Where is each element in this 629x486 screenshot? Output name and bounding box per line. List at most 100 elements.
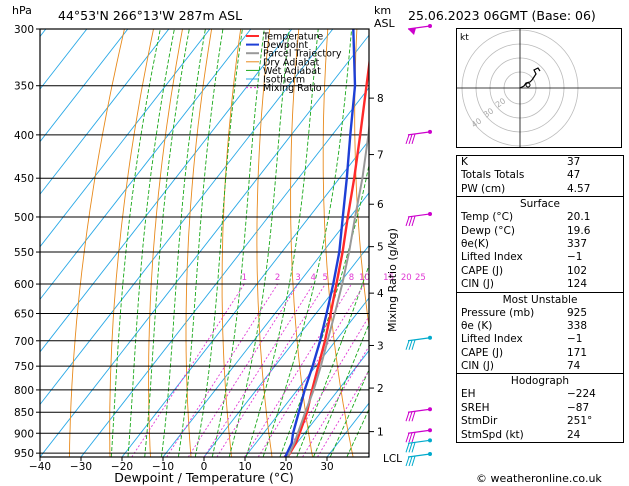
isotherm-line <box>40 29 293 353</box>
surface-li: Lifted Index −1 <box>461 251 583 264</box>
mixing-ratio-axis-label: Mixing Ratio (g/kg) <box>386 228 399 332</box>
wind-barb <box>405 428 432 443</box>
hodograph-trace <box>519 67 541 89</box>
series-temperature <box>286 56 369 457</box>
wet-adiabat-line <box>346 408 369 457</box>
dry-adiabat-line <box>322 29 354 457</box>
temperature-tick-label: 0 <box>201 461 208 473</box>
pressure-tick-label: 350 <box>14 81 34 93</box>
mu-cape: CAPE (J) 171 <box>461 346 588 359</box>
pressure-tick-label: 750 <box>14 361 34 373</box>
isotherm-line <box>80 87 369 457</box>
isotherm-line <box>40 29 129 143</box>
hodograph: kt 20 30 40 <box>456 28 622 148</box>
pressure-tick-label: 700 <box>14 336 34 348</box>
hpa-label: hPa <box>12 4 32 17</box>
km-tick-label: 4 <box>377 288 384 300</box>
pressure-tick-label: 300 <box>14 24 34 36</box>
isotherm-line <box>40 29 211 248</box>
temperature-tick-label: 10 <box>238 461 251 473</box>
wind-barb <box>405 211 432 227</box>
hodo-stmspd: StmSpd (kt) 24 <box>461 428 581 441</box>
temperature-tick-label: 20 <box>279 461 292 473</box>
isotherm-line <box>40 29 252 301</box>
km-label: km <box>374 4 391 17</box>
pressure-tick-label: 500 <box>14 212 34 224</box>
asl-label: ASL <box>374 17 396 30</box>
mixing-ratio-label: 10 <box>359 273 370 283</box>
km-tick-label: 8 <box>377 93 384 105</box>
wind-barb <box>405 407 432 422</box>
km-tick-label: 6 <box>377 199 384 211</box>
mixing-ratio-label: 25 <box>415 273 426 283</box>
mixing-ratio-label: 8 <box>349 273 354 283</box>
surface-cin: CIN (J) 124 <box>461 278 588 291</box>
pressure-tick-label: 800 <box>14 385 34 397</box>
isotherm-line <box>285 349 369 457</box>
hodo-sreh: SREH −87 <box>461 401 590 414</box>
skew-t-diagram: hPa 44°53'N 266°13'W 287m ASL km ASL 1 2 3… <box>12 4 456 485</box>
dry-adiabat-line <box>221 29 242 457</box>
mixing-ratio-label: 20 <box>401 273 412 283</box>
isotherm-line <box>162 192 369 457</box>
temperature-tick-label: −20 <box>111 461 133 473</box>
lcl-label: LCL <box>383 453 402 465</box>
index-pw: PW (cm) 4.57 <box>461 182 591 195</box>
temperature-tick-label: −10 <box>152 461 174 473</box>
mu-li: Lifted Index −1 <box>461 333 583 346</box>
mixing-ratio-labels: 1 2 3 4 5 8 10 15 20 25 <box>242 273 426 283</box>
km-axis: 8 7 6 5 4 3 2 1 LCL <box>369 93 402 465</box>
hodograph-storm-motion <box>525 82 531 88</box>
mixing-ratio-label: 4 <box>311 273 316 283</box>
sounding-series <box>284 29 369 457</box>
unstable-title: Most Unstable <box>457 291 623 307</box>
legend-label-temperature: Temperature <box>262 32 323 43</box>
km-tick-label: 2 <box>377 383 384 395</box>
legend-label-wet: Wet Adiabat <box>263 66 321 77</box>
km-tick-label: 1 <box>377 427 384 439</box>
km-tick-label: 5 <box>377 242 384 254</box>
hodograph-title: Hodograph <box>457 373 623 388</box>
wet-adiabat-line <box>228 29 290 457</box>
temperature-axis: −40 −30 −20 −10 0 10 20 30 <box>29 457 334 473</box>
index-totals: Totals Totals 47 <box>461 169 581 182</box>
wind-barb <box>407 24 432 35</box>
pressure-tick-label: 400 <box>14 130 34 142</box>
legend-label-mix: Mixing Ratio <box>263 83 322 94</box>
pressure-tick-label: 850 <box>14 407 34 419</box>
pressure-tick-label: 550 <box>14 247 34 259</box>
mixing-ratio-label: 3 <box>295 273 300 283</box>
hodo-stmdir: StmDir 251° <box>461 415 593 428</box>
index-k: K 37 <box>461 156 581 168</box>
km-tick-label: 3 <box>377 340 384 352</box>
mu-cin: CIN (J) 74 <box>461 360 581 373</box>
legend-label-dewpoint: Dewpoint <box>263 40 308 51</box>
mixing-ratio-line <box>302 345 369 457</box>
isotherm-line <box>40 34 369 457</box>
isotherm-line <box>244 297 369 457</box>
isotherm-line <box>121 139 369 457</box>
wind-barbs <box>405 24 432 467</box>
isotherm-line <box>40 29 170 195</box>
wet-adiabat-line <box>161 29 206 457</box>
wind-barb <box>405 335 432 350</box>
wet-adiabat-line <box>245 29 319 457</box>
mixing-ratio-label: 5 <box>323 273 328 283</box>
series-parcel-trajectory <box>286 120 369 457</box>
mixing-ratio-line <box>187 283 299 457</box>
isotherm-line <box>203 244 369 457</box>
legend-label-dry: Dry Adiabat <box>263 57 320 68</box>
legend-label-parcel: Parcel Trajectory <box>263 49 342 60</box>
pressure-tick-label: 600 <box>14 279 34 291</box>
wind-barb <box>405 438 432 453</box>
temperature-tick-label: 30 <box>320 461 333 473</box>
mixing-ratio-line <box>244 283 352 457</box>
surface-temp: Temp (°C) 20.1 <box>461 211 591 224</box>
surface-dewp: Dewp (°C) 19.6 <box>461 224 591 237</box>
wet-adiabat-line <box>127 29 175 457</box>
datetime-title: 25.06.2023 06GMT (Base: 06) <box>408 8 596 23</box>
dry-adiabat-line <box>444 29 456 457</box>
km-tick-label: 7 <box>377 150 384 162</box>
surface-cape: CAPE (J) 102 <box>461 264 588 277</box>
